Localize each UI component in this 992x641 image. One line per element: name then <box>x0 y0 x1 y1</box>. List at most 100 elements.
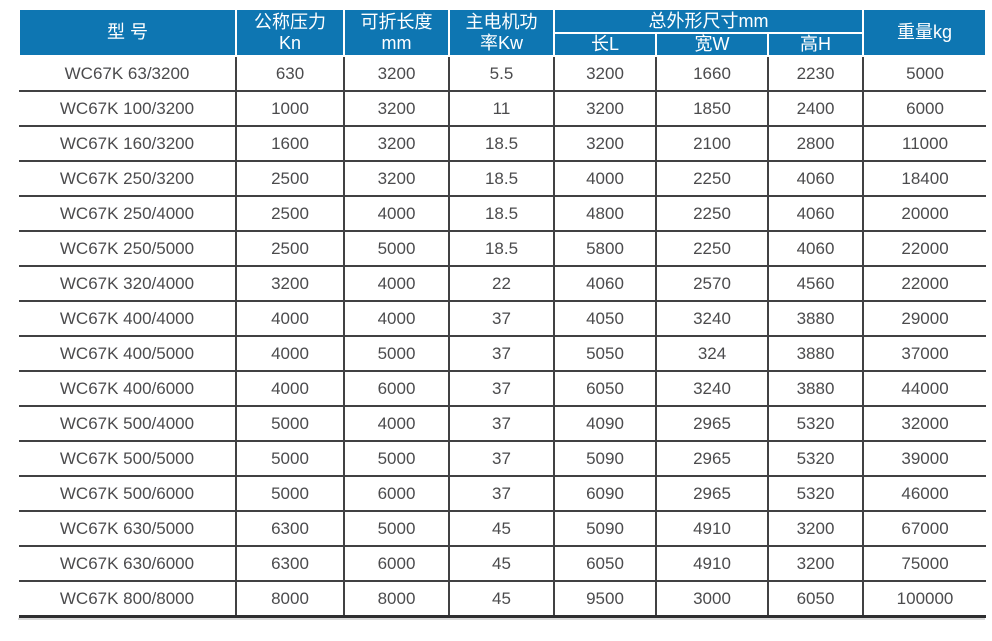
value-cell: 2500 <box>235 196 345 232</box>
column-header-fold-length: 可折长度 mm <box>343 8 450 57</box>
model-cell: WC67K 500/5000 <box>19 441 237 477</box>
value-cell: 11000 <box>862 126 987 162</box>
header-row-sub: 长L 宽W 高H <box>19 32 986 57</box>
value-cell: 20000 <box>862 196 987 232</box>
value-cell: 22 <box>448 266 555 302</box>
value-cell: 18400 <box>862 161 987 197</box>
value-cell: 4000 <box>235 336 345 372</box>
model-cell: WC67K 630/6000 <box>19 546 237 582</box>
value-cell: 6300 <box>235 546 345 582</box>
value-cell: 4000 <box>343 301 450 337</box>
value-cell: 4000 <box>343 406 450 442</box>
value-cell: 3200 <box>235 266 345 302</box>
value-cell: 29000 <box>862 301 987 337</box>
value-cell: 6000 <box>343 546 450 582</box>
value-cell: 5.5 <box>448 56 555 92</box>
value-cell: 6050 <box>766 581 865 618</box>
value-cell: 3200 <box>766 511 865 547</box>
column-header-dim-height: 高H <box>766 32 865 57</box>
value-cell: 3200 <box>766 546 865 582</box>
value-cell: 6000 <box>862 91 987 127</box>
value-cell: 4000 <box>553 161 657 197</box>
table-row: WC67K 400/4000 4000 4000 37 4050 3240 3880 2900… <box>19 301 987 337</box>
value-cell: 32000 <box>862 406 987 442</box>
value-cell: 3200 <box>343 91 450 127</box>
value-cell: 11 <box>448 91 555 127</box>
model-cell: WC67K 250/3200 <box>19 161 237 197</box>
value-cell: 5320 <box>766 406 865 442</box>
value-cell: 22000 <box>862 231 987 267</box>
value-cell: 3880 <box>766 371 865 407</box>
value-cell: 5320 <box>766 441 865 477</box>
value-cell: 4560 <box>766 266 865 302</box>
column-header-motor-power: 主电机功 率Kw <box>448 8 555 57</box>
value-cell: 6090 <box>553 476 657 512</box>
press-brake-spec-table: 型 号 公称压力 Kn 可折长度 mm 主电机功 率Kw 总外形尺寸mm <box>18 8 988 618</box>
value-cell: 5800 <box>553 231 657 267</box>
value-cell: 18.5 <box>448 196 555 232</box>
value-cell: 3200 <box>553 56 657 92</box>
value-cell: 18.5 <box>448 161 555 197</box>
value-cell: 630 <box>235 56 345 92</box>
value-cell: 2965 <box>655 441 769 477</box>
value-cell: 4060 <box>766 231 865 267</box>
model-cell: WC67K 800/8000 <box>19 581 237 618</box>
table-row: WC67K 63/3200 630 3200 5.5 3200 1660 2230 5000 <box>19 56 987 92</box>
motor-power-label-line2: 率Kw <box>479 32 523 53</box>
value-cell: 1600 <box>235 126 345 162</box>
value-cell: 5000 <box>235 476 345 512</box>
value-cell: 18.5 <box>448 126 555 162</box>
motor-power-label-line1: 主电机功 <box>465 11 538 32</box>
model-cell: WC67K 400/4000 <box>19 301 237 337</box>
value-cell: 6300 <box>235 511 345 547</box>
value-cell: 4000 <box>343 196 450 232</box>
table-row: WC67K 250/5000 2500 5000 18.5 5800 2250 4060 22… <box>19 231 987 267</box>
value-cell: 5320 <box>766 476 865 512</box>
value-cell: 45 <box>448 546 555 582</box>
value-cell: 324 <box>655 336 769 372</box>
value-cell: 5000 <box>343 511 450 547</box>
value-cell: 37 <box>448 336 555 372</box>
table-row: WC67K 320/4000 3200 4000 22 4060 2570 4560 2200… <box>19 266 987 302</box>
model-cell: WC67K 500/6000 <box>19 476 237 512</box>
table-row: WC67K 160/3200 1600 3200 18.5 3200 2100 2800 11… <box>19 126 987 162</box>
value-cell: 8000 <box>343 581 450 618</box>
fold-length-unit: mm <box>381 32 412 53</box>
value-cell: 39000 <box>862 441 987 477</box>
value-cell: 5000 <box>235 406 345 442</box>
value-cell: 37000 <box>862 336 987 372</box>
table-row: WC67K 250/3200 2500 3200 18.5 4000 2250 4060 18… <box>19 161 987 197</box>
value-cell: 37 <box>448 476 555 512</box>
value-cell: 4060 <box>766 196 865 232</box>
model-cell: WC67K 250/5000 <box>19 231 237 267</box>
value-cell: 6000 <box>343 371 450 407</box>
value-cell: 37 <box>448 301 555 337</box>
value-cell: 1660 <box>655 56 769 92</box>
value-cell: 46000 <box>862 476 987 512</box>
value-cell: 5000 <box>862 56 987 92</box>
table-row: WC67K 630/6000 6300 6000 45 6050 4910 3200 7500… <box>19 546 987 582</box>
value-cell: 2230 <box>766 56 865 92</box>
value-cell: 5050 <box>553 336 657 372</box>
model-cell: WC67K 63/3200 <box>19 56 237 92</box>
column-header-weight: 重量kg <box>862 8 988 57</box>
table-row: WC67K 250/4000 2500 4000 18.5 4800 2250 4060 20… <box>19 196 987 232</box>
value-cell: 4000 <box>235 371 345 407</box>
value-cell: 5090 <box>553 441 657 477</box>
weight-label: 重量kg <box>897 22 953 42</box>
value-cell: 2570 <box>655 266 769 302</box>
value-cell: 100000 <box>862 581 987 618</box>
value-cell: 4000 <box>235 301 345 337</box>
model-cell: WC67K 320/4000 <box>19 266 237 302</box>
table-row: WC67K 100/3200 1000 3200 11 3200 1850 2400 6000 <box>19 91 987 127</box>
column-header-model-label: 型 号 <box>106 22 148 42</box>
value-cell: 3200 <box>553 126 657 162</box>
value-cell: 3200 <box>343 56 450 92</box>
value-cell: 18.5 <box>448 231 555 267</box>
model-cell: WC67K 630/5000 <box>19 511 237 547</box>
table-row: WC67K 500/6000 5000 6000 37 6090 2965 5320 4600… <box>19 476 987 512</box>
value-cell: 4910 <box>655 546 769 582</box>
table-row: WC67K 500/4000 5000 4000 37 4090 2965 5320 3200… <box>19 406 987 442</box>
pressure-label-cn: 公称压力 <box>254 11 326 32</box>
